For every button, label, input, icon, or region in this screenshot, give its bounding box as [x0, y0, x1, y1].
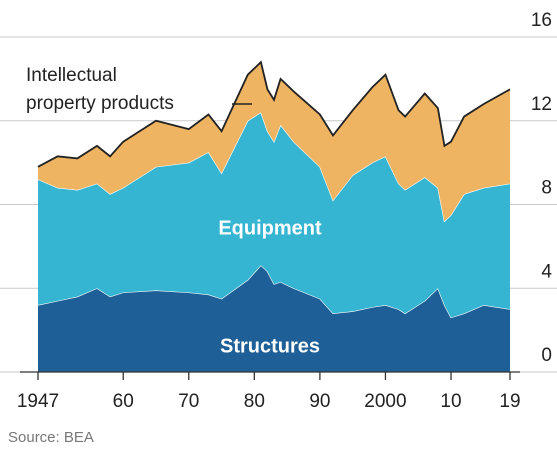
- x-tick-label: 90: [309, 391, 330, 412]
- x-tick-label: 70: [178, 391, 199, 412]
- y-tick-label: 0: [541, 345, 552, 366]
- x-tick-label: 60: [113, 391, 134, 412]
- total-line: [37, 60, 511, 168]
- x-tick-label: 10: [440, 391, 461, 412]
- annotation: property products: [26, 93, 174, 114]
- series-label: Equipment: [218, 217, 322, 239]
- x-tick-label: 19: [499, 391, 520, 412]
- area: [38, 265, 510, 372]
- x-tick-label: 2000: [364, 391, 406, 412]
- area: [38, 62, 510, 222]
- x-tick-label: 1947: [17, 391, 59, 412]
- y-tick-label: 8: [541, 178, 552, 199]
- y-tick-label: 16: [531, 10, 552, 31]
- annotation: Intellectual: [26, 65, 117, 86]
- x-tick-label: 80: [244, 391, 265, 412]
- area: [38, 112, 510, 318]
- source: Source: BEA: [8, 429, 94, 446]
- y-tick-label: 12: [531, 94, 552, 115]
- series-label: Structures: [220, 335, 320, 357]
- y-tick-label: 4: [541, 261, 552, 282]
